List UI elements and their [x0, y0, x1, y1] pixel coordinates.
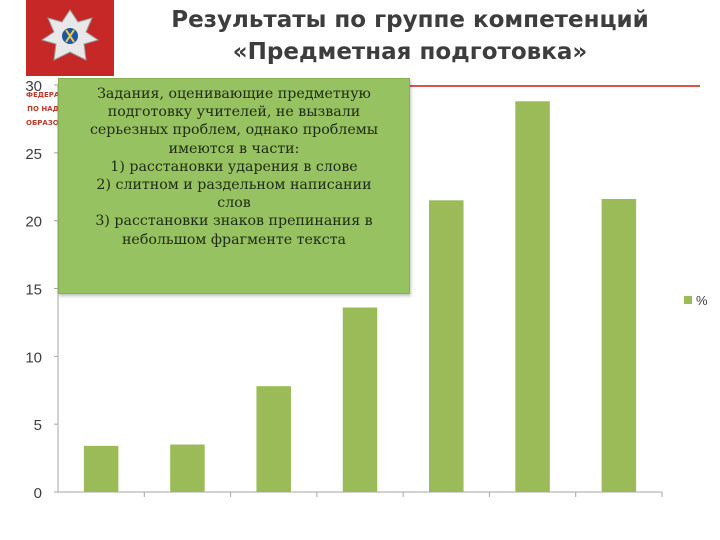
bar	[515, 101, 550, 492]
legend-label: %	[696, 293, 708, 308]
callout-line: 3) расстановки знаков препинания в	[95, 213, 373, 230]
emblem-caption-line: ФЕДЕРАЛ	[26, 91, 60, 99]
callout-line: небольшом фрагменте текста	[121, 231, 347, 248]
emblem-caption-line: ПО НАД	[27, 105, 59, 113]
bar	[429, 200, 464, 493]
emblem-logo	[26, 0, 114, 76]
y-tick-label: 15	[25, 282, 42, 299]
legend-swatch	[684, 296, 692, 304]
callout-line: подготовку учителей, не вызвали	[107, 104, 361, 121]
y-tick-label: 25	[25, 146, 42, 163]
slide-title-line: «Предметная подготовка»	[232, 39, 588, 65]
title-divider	[120, 85, 700, 87]
callout-line: слов	[217, 195, 251, 212]
bar	[342, 307, 378, 492]
bar	[256, 386, 291, 492]
callout-line: 2) слитном и раздельном написании	[96, 177, 372, 194]
findings-callout: Задания, оценивающие предметную подготов…	[58, 78, 410, 294]
bar	[601, 198, 637, 492]
bar	[170, 444, 205, 492]
callout-line: серьезных проблем, однако проблемы	[89, 122, 379, 139]
y-tick-label: 0	[34, 485, 42, 502]
callout-line: Задания, оценивающие предметную	[97, 86, 371, 102]
y-tick-label: 10	[25, 349, 42, 366]
emblem-caption: ФЕДЕРАЛ ПО НАД ОБРАЗОВ	[26, 88, 60, 158]
y-tick-label: 5	[34, 417, 42, 434]
slide-title-line: Результаты по группе компетенций	[171, 7, 649, 33]
emblem-caption-line: ОБРАЗОВ	[26, 119, 60, 127]
bar	[83, 445, 119, 492]
callout-line: 1) расстановки ударения в слове	[110, 158, 358, 175]
y-tick-label: 30	[25, 78, 42, 95]
y-tick-label: 20	[25, 214, 42, 231]
callout-line: имеются в части:	[168, 140, 300, 157]
slide-title: Результаты по группе компетенций «Предме…	[120, 4, 700, 68]
